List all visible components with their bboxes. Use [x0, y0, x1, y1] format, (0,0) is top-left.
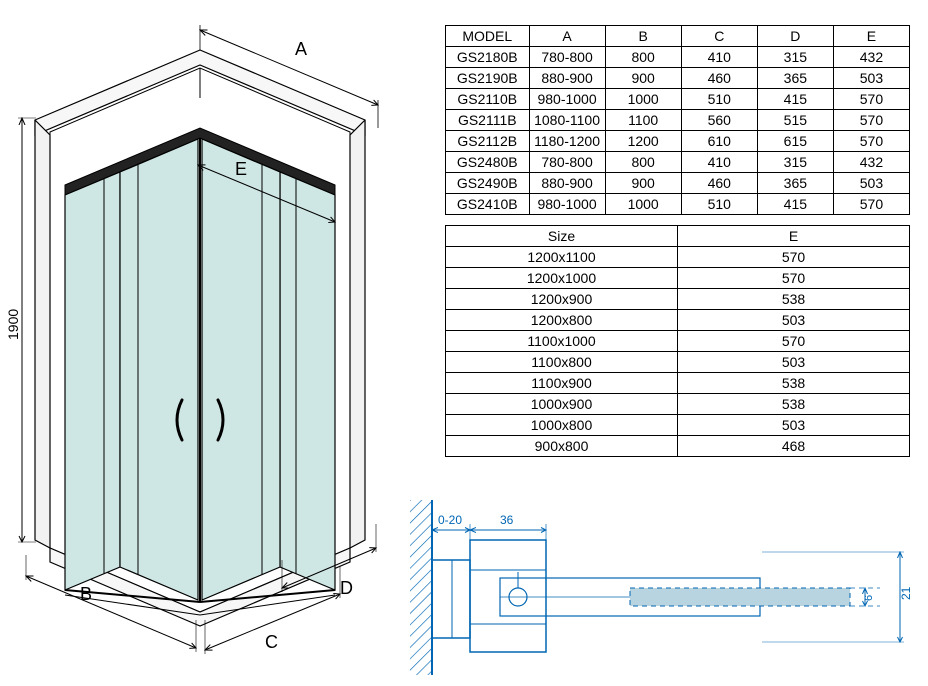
page-container: A E 1900 B C D	[0, 0, 928, 686]
table-row: 1100x800503	[446, 352, 910, 373]
table-row: GS2490B880-900900460365503	[446, 173, 910, 194]
table-row: 1000x800503	[446, 415, 910, 436]
model-table-header: E	[833, 26, 909, 47]
table-row: 1200x1000570	[446, 268, 910, 289]
size-table-header: Size	[446, 226, 678, 247]
table-row: GS2111B1080-11001100560515570	[446, 110, 910, 131]
size-table-header: E	[678, 226, 910, 247]
table-row: 1100x1000570	[446, 331, 910, 352]
dim-totalh: 21	[899, 586, 913, 600]
dim-height: 1900	[5, 309, 21, 340]
table-row: GS2410B980-10001000510415570	[446, 194, 910, 215]
dim-A: A	[295, 39, 307, 59]
table-row: 1200x1100570	[446, 247, 910, 268]
table-row: 1200x900538	[446, 289, 910, 310]
size-table: SizeE 1200x11005701200x10005701200x90053…	[445, 225, 910, 457]
detail-svg: 0-20 36 21 6	[410, 500, 920, 675]
model-table-header: A	[529, 26, 605, 47]
table-row: GS2112B1180-12001200610615570	[446, 131, 910, 152]
dim-C: C	[265, 632, 278, 652]
model-table-header: C	[681, 26, 757, 47]
dim-gap: 0-20	[438, 513, 462, 527]
dim-E: E	[235, 159, 247, 179]
tables: MODELABCDE GS2180B780-800800410315432GS2…	[445, 25, 910, 457]
table-row: GS2480B780-800800410315432	[446, 152, 910, 173]
model-table: MODELABCDE GS2180B780-800800410315432GS2…	[445, 25, 910, 215]
dim-B: B	[80, 584, 92, 604]
table-row: GS2110B980-10001000510415570	[446, 89, 910, 110]
profile-detail: 0-20 36 21 6	[410, 500, 920, 675]
model-table-header: D	[757, 26, 833, 47]
table-row: 1100x900538	[446, 373, 910, 394]
table-row: 1200x800503	[446, 310, 910, 331]
dim-glassh: 6	[863, 595, 875, 601]
dim-D: D	[340, 578, 353, 598]
table-row: 1000x900538	[446, 394, 910, 415]
iso-diagram: A E 1900 B C D	[0, 0, 435, 640]
dim-depth: 36	[500, 513, 514, 527]
model-table-header: MODEL	[446, 26, 530, 47]
table-row: GS2190B880-900900460365503	[446, 68, 910, 89]
table-row: GS2180B780-800800410315432	[446, 47, 910, 68]
table-row: 900x800468	[446, 436, 910, 457]
iso-svg: A E 1900 B C D	[0, 0, 435, 660]
model-table-header: B	[605, 26, 681, 47]
